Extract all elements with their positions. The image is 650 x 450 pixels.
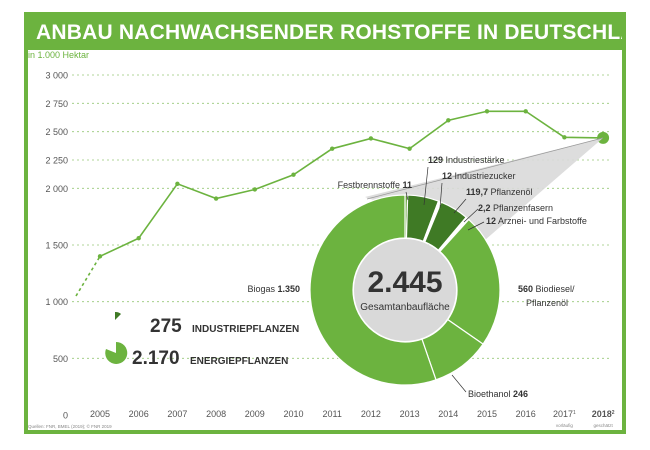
y-tick-label: 1 500 [45,241,68,251]
legend-industry-label: INDUSTRIEPFLANZEN [192,324,299,335]
source-note: Quellen: FNR, BMEL (2019); © FNR 2019 [28,424,112,429]
callout-line [366,137,604,200]
leader-line [423,166,429,206]
pie-label-arznei-farbstoffe: 12 Arznei- und Farbstoffe [486,216,587,226]
chart-frame: ANBAU NACHWACHSENDER ROHSTOFFE IN DEUTSC… [24,12,626,434]
pie-total-value: 2.445 [367,266,442,299]
pie-total-label: Gesamtanbaufläche [360,302,450,313]
leader-line [451,374,467,393]
leader-line [453,198,467,214]
series-point [291,172,296,177]
x-tick-note: vorläufig [556,423,574,428]
series-line [99,110,604,258]
series-point [213,196,219,201]
x-tick-label: 2014 [438,409,458,419]
y-tick-label: 0 [63,411,68,421]
x-tick-label: 2011 [323,409,342,419]
legend-energy-value: 2.170 [132,348,180,369]
series-point [562,135,567,140]
pie-label-pflanzenoel: 119,7 Pflanzenöl [466,187,533,197]
series-point [97,254,103,259]
x-tick-label: 20171 [553,409,576,419]
chart-title: ANBAU NACHWACHSENDER ROHSTOFFE IN DEUTSC… [28,16,622,50]
series-point [175,181,180,186]
x-tick-label: 2013 [400,409,420,419]
series-point [136,236,141,241]
x-tick-label: 2006 [129,409,149,419]
pie-label-bioethanol: Bioethanol 246 [468,389,528,399]
leader-line [405,191,409,201]
x-tick-label: 20182 [592,409,615,419]
legend-energy-icon [105,341,128,364]
series-point [446,118,451,123]
pie-label-biodiesel: 560 Biodiesel/ [518,284,575,294]
x-tick-label: 2012 [361,409,381,419]
series-point [330,146,335,151]
y-tick-label: 3 000 [45,71,68,81]
x-tick-label: 2010 [283,409,303,419]
line-start-dashed [75,255,101,297]
x-tick-label: 2007 [167,409,187,419]
leader-line [463,208,479,223]
leader-line [439,182,443,209]
y-tick-label: 2 250 [45,156,68,166]
series-point [252,187,257,192]
y-tick-label: 500 [53,354,68,364]
series-point [407,146,412,151]
y-tick-label: 2 750 [45,99,68,109]
legend-energy-label: ENERGIEPFLANZEN [190,356,288,367]
y-axis-unit-label: in 1.000 Hektar [28,50,90,60]
pie-label-festbrennstoffe: Festbrennstoffe 11 [338,180,412,190]
pie-label-biodiesel-line2: Pflanzenöl [526,298,568,308]
pie-label-pflanzenfasern: 2,2 Pflanzenfasern [478,203,553,213]
x-tick-label: 2009 [245,409,265,419]
leader-line [467,221,485,231]
series-point [523,109,528,114]
legend-industry-value: 275 [150,316,182,337]
series-point [484,109,490,114]
legend-industry-icon [115,311,121,320]
y-tick-label: 2 500 [45,127,68,137]
series-point [368,136,374,141]
x-tick-label: 2008 [206,409,226,419]
donut-center [354,239,456,341]
x-tick-label: 2016 [516,409,536,419]
x-tick-note: geschätzt [593,423,613,428]
x-tick-label: 2015 [477,409,497,419]
x-tick-label: 2005 [90,409,110,419]
y-tick-label: 1 000 [45,297,68,307]
pie-label-industriestaerke: 129 Industriestärke [428,155,505,165]
pie-label-industriezucker: 12 Industriezucker [442,171,516,181]
y-tick-label: 2 000 [45,184,68,194]
pie-slice [309,194,437,386]
pie-label-biogas: Biogas 1.350 [247,284,300,294]
